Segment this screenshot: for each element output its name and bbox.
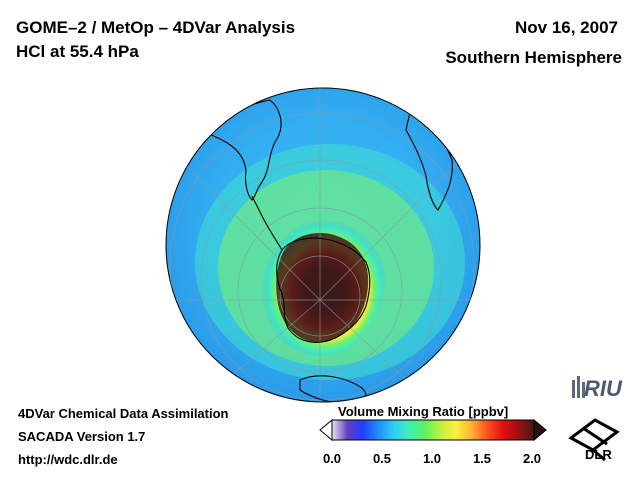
colorbar — [319, 418, 547, 442]
map-title-line2: HCl at 55.4 hPa — [16, 42, 139, 61]
dlr-logo — [568, 418, 620, 462]
south-america-coast — [204, 99, 282, 201]
map-title-line1: GOME–2 / MetOp – 4DVar Analysis — [16, 18, 296, 37]
antarctic-peninsula — [251, 195, 283, 251]
colorbar-under-arrow — [319, 418, 333, 442]
hcl-core — [276, 233, 369, 343]
riu-logo: RIU — [572, 376, 623, 401]
colorbar-tick-4: 2.0 — [522, 451, 542, 466]
map-region: Southern Hemisphere — [445, 48, 622, 67]
colorbar-tick-0: 0.0 — [322, 451, 342, 466]
map-date: Nov 16, 2007 — [514, 18, 618, 37]
hcl-field — [195, 144, 465, 380]
svg-text:RIU: RIU — [584, 376, 623, 401]
colorbar-scale — [331, 419, 535, 441]
colorbar-tick-2: 1.0 — [422, 451, 442, 466]
dlr-label: DLR — [585, 447, 612, 462]
footer-line1: 4DVar Chemical Data Assimilation — [18, 406, 229, 421]
colorbar-tick-1: 0.5 — [372, 451, 392, 466]
antarctica-coast — [276, 237, 371, 343]
footer-url: http://wdc.dlr.de — [18, 452, 118, 467]
colorbar-tick-3: 1.5 — [472, 451, 492, 466]
colorbar-over-arrow — [533, 418, 547, 442]
colorbar-title: Volume Mixing Ratio [ppbv] — [338, 404, 509, 419]
footer-line2: SACADA Version 1.7 — [18, 429, 146, 444]
